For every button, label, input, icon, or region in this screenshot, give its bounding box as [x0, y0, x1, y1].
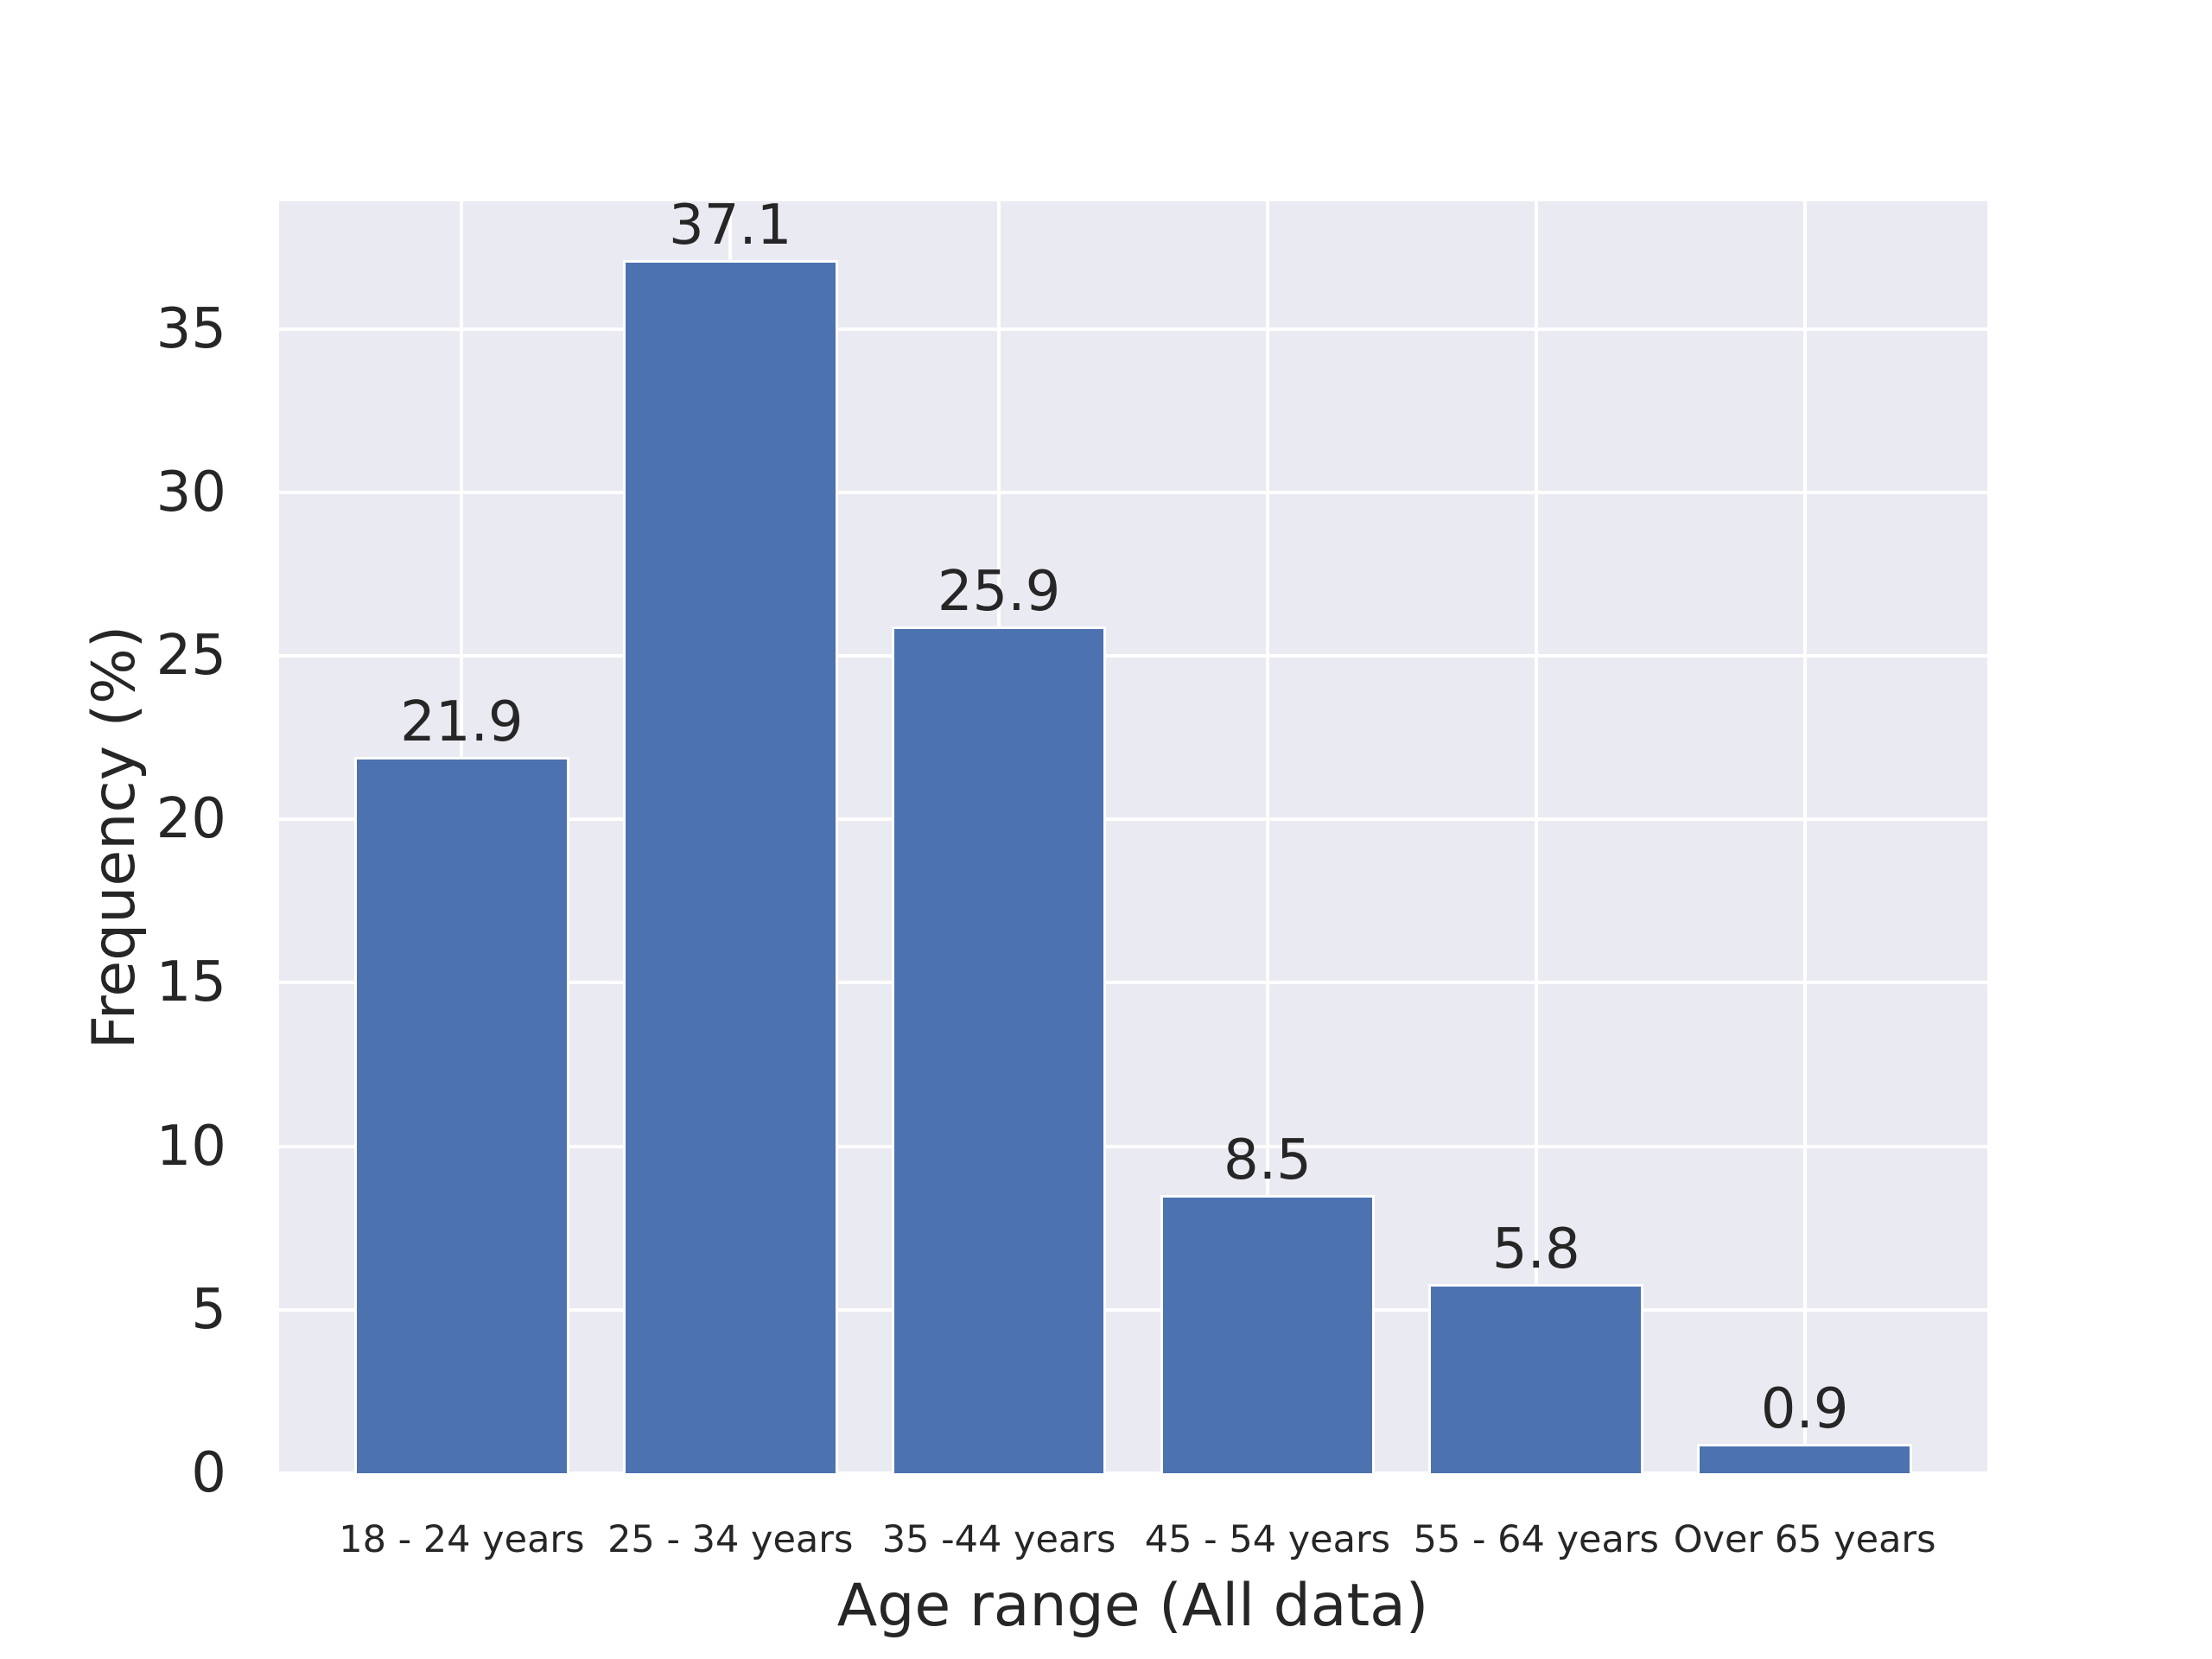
y-tick-label: 10	[156, 1114, 226, 1179]
gridline-horizontal	[279, 490, 1987, 494]
x-tick-label: Over 65 years	[1673, 1518, 1936, 1561]
gridline-horizontal	[279, 1471, 1987, 1475]
bar	[1428, 1283, 1644, 1473]
bar-value-label: 25.9	[937, 559, 1061, 624]
bar	[354, 757, 569, 1473]
x-axis-label: Age range (All data)	[836, 1572, 1429, 1640]
y-tick-label: 35	[156, 296, 226, 361]
x-tick-label: 55 - 64 years	[1413, 1518, 1659, 1561]
gridline-horizontal	[279, 817, 1987, 822]
bar	[891, 626, 1107, 1473]
y-tick-label: 15	[156, 950, 226, 1015]
bar	[1160, 1195, 1376, 1473]
y-tick-label: 20	[156, 787, 226, 852]
bar-value-label: 21.9	[400, 690, 524, 755]
y-tick-label: 30	[156, 460, 226, 524]
gridline-vertical	[1802, 201, 1807, 1473]
gridline-horizontal	[279, 1307, 1987, 1312]
bar-value-label: 5.8	[1491, 1217, 1580, 1281]
x-tick-label: 45 - 54 years	[1144, 1518, 1391, 1561]
bar-value-label: 37.1	[668, 194, 792, 258]
bar-value-label: 0.9	[1760, 1376, 1849, 1441]
x-tick-label: 35 -44 years	[881, 1518, 1116, 1561]
y-tick-label: 5	[191, 1277, 226, 1342]
gridline-horizontal	[279, 981, 1987, 985]
bar	[1697, 1443, 1912, 1473]
y-tick-label: 25	[156, 623, 226, 688]
y-tick-label: 0	[191, 1441, 226, 1505]
gridline-horizontal	[279, 1144, 1987, 1148]
gridline-vertical	[1265, 201, 1269, 1473]
bar-value-label: 8.5	[1224, 1128, 1312, 1193]
gridline-horizontal	[279, 654, 1987, 658]
bar	[622, 260, 838, 1473]
x-tick-label: 18 - 24 years	[339, 1518, 585, 1561]
x-tick-label: 25 - 34 years	[607, 1518, 854, 1561]
plot-area	[279, 201, 1987, 1475]
gridline-vertical	[1534, 201, 1538, 1473]
gridline-horizontal	[279, 327, 1987, 331]
